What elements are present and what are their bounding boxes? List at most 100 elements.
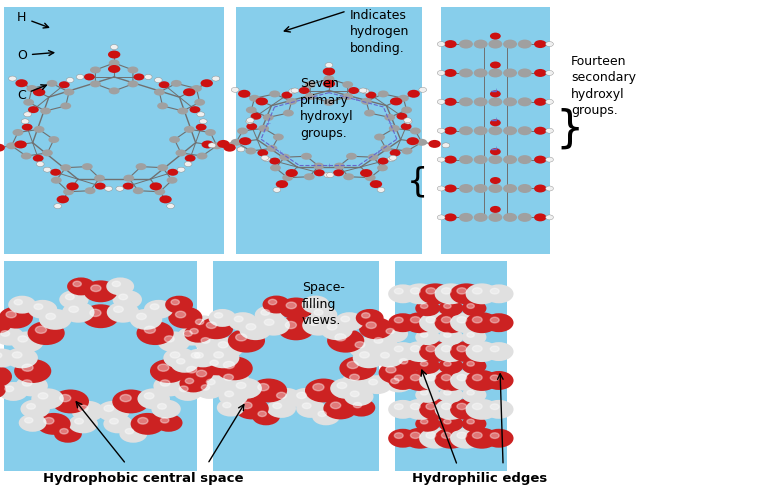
Circle shape: [258, 315, 290, 336]
Circle shape: [407, 90, 420, 98]
Circle shape: [130, 309, 163, 330]
Circle shape: [305, 378, 342, 402]
Circle shape: [401, 123, 412, 130]
Circle shape: [104, 414, 133, 433]
Circle shape: [290, 388, 323, 409]
Circle shape: [410, 127, 421, 134]
Circle shape: [138, 417, 148, 424]
Circle shape: [416, 139, 427, 146]
Circle shape: [33, 155, 43, 162]
Text: +: +: [265, 121, 270, 125]
Circle shape: [31, 388, 63, 409]
Circle shape: [368, 334, 397, 353]
Circle shape: [19, 414, 46, 432]
Circle shape: [402, 147, 413, 154]
Circle shape: [9, 76, 16, 81]
Circle shape: [171, 299, 180, 305]
Circle shape: [404, 283, 437, 304]
Circle shape: [133, 73, 144, 80]
Circle shape: [390, 98, 402, 106]
Circle shape: [36, 413, 70, 435]
Circle shape: [60, 429, 68, 434]
Circle shape: [273, 133, 284, 140]
Text: +: +: [493, 117, 498, 123]
Circle shape: [420, 370, 452, 391]
Circle shape: [118, 294, 128, 300]
Circle shape: [36, 326, 46, 333]
Circle shape: [503, 213, 517, 222]
Circle shape: [490, 433, 499, 438]
Bar: [4, 7, 224, 254]
Circle shape: [120, 394, 132, 402]
Circle shape: [12, 352, 22, 358]
Circle shape: [450, 341, 483, 362]
Circle shape: [419, 87, 426, 92]
Circle shape: [377, 187, 385, 192]
Circle shape: [155, 188, 166, 195]
Circle shape: [388, 429, 418, 448]
Circle shape: [90, 66, 101, 73]
Circle shape: [337, 382, 347, 388]
Circle shape: [385, 374, 413, 392]
Circle shape: [437, 215, 445, 220]
Circle shape: [488, 68, 502, 77]
Circle shape: [187, 367, 197, 373]
Circle shape: [9, 296, 36, 314]
Circle shape: [159, 81, 170, 88]
Circle shape: [488, 155, 502, 164]
Circle shape: [14, 359, 51, 383]
Circle shape: [441, 317, 451, 323]
Circle shape: [49, 136, 60, 143]
Circle shape: [488, 184, 502, 193]
Circle shape: [485, 400, 514, 419]
Circle shape: [459, 40, 473, 49]
Circle shape: [184, 126, 195, 133]
Circle shape: [269, 388, 302, 409]
Circle shape: [163, 348, 196, 369]
Bar: [213, 261, 379, 471]
Circle shape: [255, 98, 268, 106]
Circle shape: [346, 153, 357, 160]
Circle shape: [360, 169, 372, 177]
Circle shape: [485, 342, 514, 361]
Circle shape: [546, 99, 553, 105]
Circle shape: [235, 316, 243, 322]
Circle shape: [171, 355, 199, 373]
Circle shape: [59, 81, 70, 88]
Circle shape: [269, 157, 280, 164]
Circle shape: [183, 331, 192, 336]
Circle shape: [472, 374, 482, 380]
Circle shape: [108, 50, 121, 58]
Circle shape: [0, 349, 16, 368]
Circle shape: [389, 125, 399, 132]
Circle shape: [518, 213, 532, 222]
Circle shape: [286, 98, 297, 105]
Circle shape: [190, 329, 198, 334]
Circle shape: [355, 342, 365, 348]
Circle shape: [216, 357, 253, 380]
Circle shape: [185, 378, 194, 383]
Text: Hydrophobic central space: Hydrophobic central space: [43, 472, 244, 485]
Circle shape: [106, 277, 134, 295]
Circle shape: [342, 81, 353, 88]
Circle shape: [164, 336, 174, 342]
Circle shape: [252, 407, 280, 425]
Circle shape: [63, 188, 74, 195]
Circle shape: [534, 213, 546, 221]
Circle shape: [269, 299, 277, 305]
Circle shape: [388, 313, 418, 332]
Circle shape: [394, 404, 403, 409]
Circle shape: [224, 374, 234, 380]
Circle shape: [410, 346, 420, 352]
Circle shape: [176, 359, 185, 364]
Circle shape: [404, 119, 412, 124]
Circle shape: [404, 399, 437, 420]
Circle shape: [490, 148, 501, 155]
Circle shape: [343, 370, 375, 391]
Bar: [395, 261, 507, 471]
Circle shape: [194, 353, 204, 358]
Circle shape: [299, 87, 310, 94]
Circle shape: [466, 341, 498, 362]
Circle shape: [503, 126, 517, 135]
Circle shape: [67, 182, 79, 190]
